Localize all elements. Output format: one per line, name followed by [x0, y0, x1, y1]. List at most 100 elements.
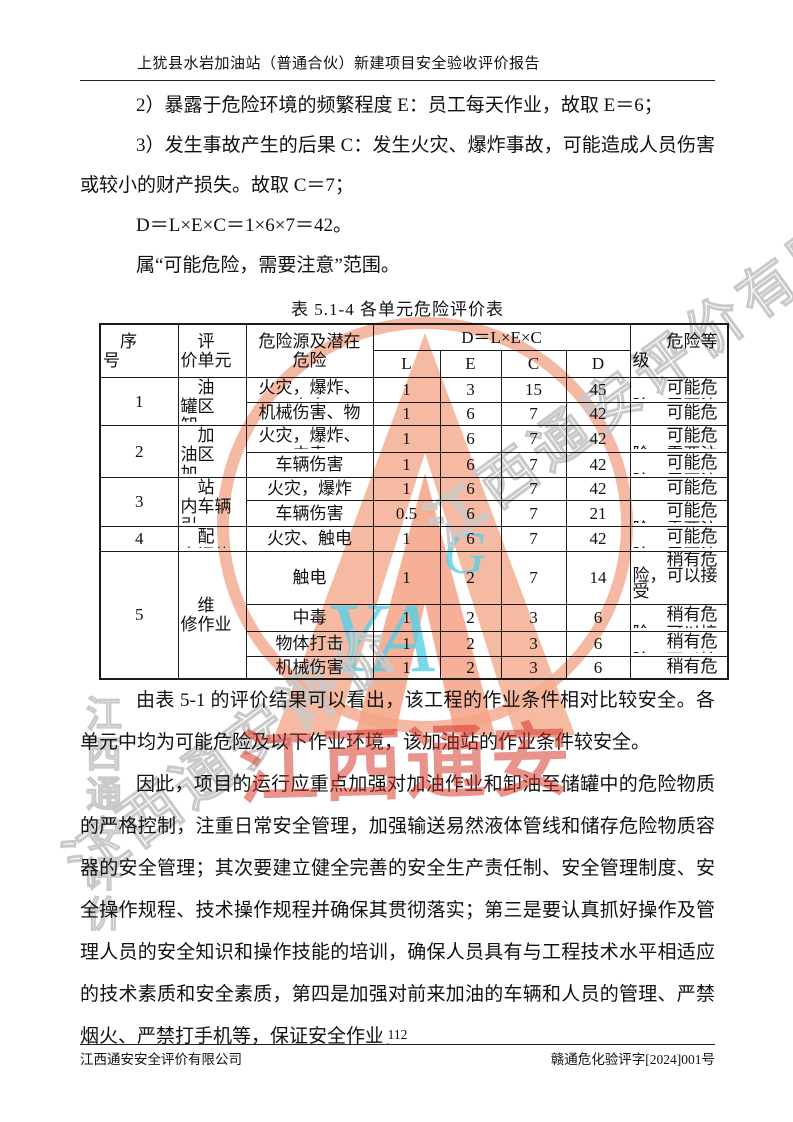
cell-text: 火灾，爆炸、 中毒 [258, 377, 361, 399]
value-c-cell: 7 [500, 550, 567, 605]
hazard-cell: 火灾，爆炸、 中毒 [245, 424, 374, 453]
grade-cell: 可能危 险，需要注意 [629, 451, 729, 478]
header-rule [80, 80, 715, 81]
value-d-cell: 42 [565, 525, 631, 552]
hazard-cell: 车辆伤害 [245, 499, 374, 527]
hazard-cell: 火灾，爆炸 [245, 476, 374, 501]
cell-text: 配 电间修 [181, 526, 232, 548]
unit-no-cell: 3 [99, 476, 179, 527]
value-d-cell: 21 [565, 499, 631, 527]
value-d-cell: 42 [565, 476, 631, 501]
unit-no-cell: 1 [99, 376, 179, 426]
value-c-cell: 7 [500, 451, 567, 478]
table-title: 表 5.1-4 各单元危险评价表 [291, 300, 504, 319]
cell-text: 火灾，爆炸、 中毒 [258, 425, 361, 449]
value-c-cell: 3 [500, 603, 567, 632]
footer-company: 江西通安安全评价有限公司 [80, 1052, 242, 1067]
value-e-cell: 2 [439, 630, 502, 657]
hazard-cell: 火灾、触电 [245, 525, 374, 552]
hazard-evaluation-table: 序 号 评 价单元 危险源及潜在 危险 D＝L×E×C 危险等 级 L E C … [99, 323, 729, 680]
value-e-cell: 6 [439, 476, 502, 501]
paragraph: 属“可能危险，需要注意”范围。 [136, 255, 400, 276]
header-l-cell: L [372, 349, 441, 378]
hazard-cell: 物体打击 [245, 630, 374, 657]
unit-no-cell: 4 [99, 525, 179, 552]
header-grade-cell: 危险等 级 [629, 323, 729, 378]
page-header: 上犹县水岩加油站（普通合伙）新建项目安全验收评价报告 [80, 52, 715, 81]
cell-text: 加 油区 加 [180, 425, 215, 474]
unit-name-cell: 维 修作业 [177, 550, 247, 680]
paragraph: 3）发生事故产生的后果 C：发生火灾、爆炸事故，可能造成人员伤害或较小的财产损失… [80, 135, 715, 196]
header-formula-cell: D＝L×E×C [372, 323, 631, 351]
value-l-cell: 1 [372, 451, 441, 478]
cell-text: 可能危 险，需要注意 [633, 500, 718, 523]
value-e-cell: 3 [439, 376, 502, 403]
unit-no-cell: 5 [99, 550, 179, 680]
grade-cell: 可能危 险，需要注意 [629, 525, 729, 552]
value-l-cell: 0.5 [372, 499, 441, 527]
value-e-cell: 2 [439, 550, 502, 605]
value-c-cell: 7 [500, 401, 567, 426]
value-c-cell: 3 [500, 655, 567, 680]
grade-cell: 可能危 险，需要注意 [629, 476, 729, 501]
value-l-cell: 1 [372, 550, 441, 605]
value-d-cell: 42 [565, 451, 631, 478]
value-d-cell: 6 [565, 655, 631, 680]
value-e-cell: 6 [439, 401, 502, 426]
value-l-cell: 1 [372, 476, 441, 501]
value-d-cell: 45 [565, 376, 631, 403]
unit-name-cell: 配 电间修 [177, 525, 247, 552]
cell-text: 稍有危 险，可以接 受 [632, 551, 718, 601]
value-l-cell: 1 [372, 525, 441, 552]
paragraph: 由表 5-1 的评价结果可以看出，该工程的作业条件相对比较安全。各单元中均为可能… [80, 690, 715, 753]
paragraph: 因此，项目的运行应重点加强对加油作业和卸油至储罐中的危险物质的严格控制，注重日常… [80, 774, 715, 1047]
header-d-cell: D [565, 349, 631, 378]
value-e-cell: 2 [439, 603, 502, 632]
header-c-cell: C [500, 349, 567, 378]
page-content: 2）暴露于危险环境的频繁程度 E：员工每天作业，故取 E＝6； 3）发生事故产生… [80, 81, 729, 1058]
cell-text: 站 内车辆 引 [180, 477, 232, 523]
value-l-cell: 1 [372, 376, 441, 403]
hazard-cell: 中毒 [245, 603, 374, 632]
value-c-cell: 3 [500, 630, 567, 657]
grade-cell: 可能危 险，需要注意 [629, 424, 729, 453]
unit-name-cell: 站 内车辆 引 [177, 476, 247, 527]
cell-text: 可能危 险，需要注意 [666, 477, 718, 497]
value-e-cell: 6 [439, 525, 502, 552]
page-footer: 112 江西通安安全评价有限公司 赣通危化验评字[2024]001号 [80, 1027, 715, 1068]
cell-text: 可能危 险，需要注意 [633, 425, 718, 449]
value-l-cell: 1 [372, 401, 441, 426]
value-c-cell: 7 [500, 525, 567, 552]
header-hazard-cell: 危险源及潜在 危险 [245, 323, 374, 378]
cell-text: 可能危 险，需要注意 [633, 526, 718, 548]
value-l-cell: 1 [372, 424, 441, 453]
page-number: 112 [381, 1027, 414, 1043]
paragraph: D＝L×E×C＝1×6×7＝42。 [136, 215, 352, 236]
value-c-cell: 7 [500, 476, 567, 501]
value-e-cell: 6 [439, 451, 502, 478]
footer-rule: 112 [80, 1027, 715, 1045]
unit-name-cell: 油 罐区 卸 [177, 376, 247, 426]
cell-text: 机械伤害、物 体打击、车辆伤害 [258, 402, 361, 422]
value-l-cell: 1 [372, 603, 441, 632]
value-d-cell: 14 [565, 550, 631, 605]
value-e-cell: 2 [439, 655, 502, 680]
value-c-cell: 7 [500, 499, 567, 527]
hazard-cell: 车辆伤害 [245, 451, 374, 478]
value-d-cell: 42 [565, 401, 631, 426]
report-title: 上犹县水岩加油站（普通合伙）新建项目安全验收评价报告 [137, 56, 541, 72]
value-l-cell: 1 [372, 630, 441, 657]
grade-cell: 可能危 险，需要注意 [629, 499, 729, 527]
header-unit-cell: 评 价单元 [177, 323, 247, 378]
cell-text: 可能危 险，需要注意 [666, 402, 718, 422]
cell-text: 可能危 险，需要注意 [633, 377, 718, 399]
cell-text: 油 罐区 卸 [180, 377, 215, 422]
unit-no-cell: 2 [99, 424, 179, 478]
hazard-cell: 触电 [245, 550, 374, 605]
